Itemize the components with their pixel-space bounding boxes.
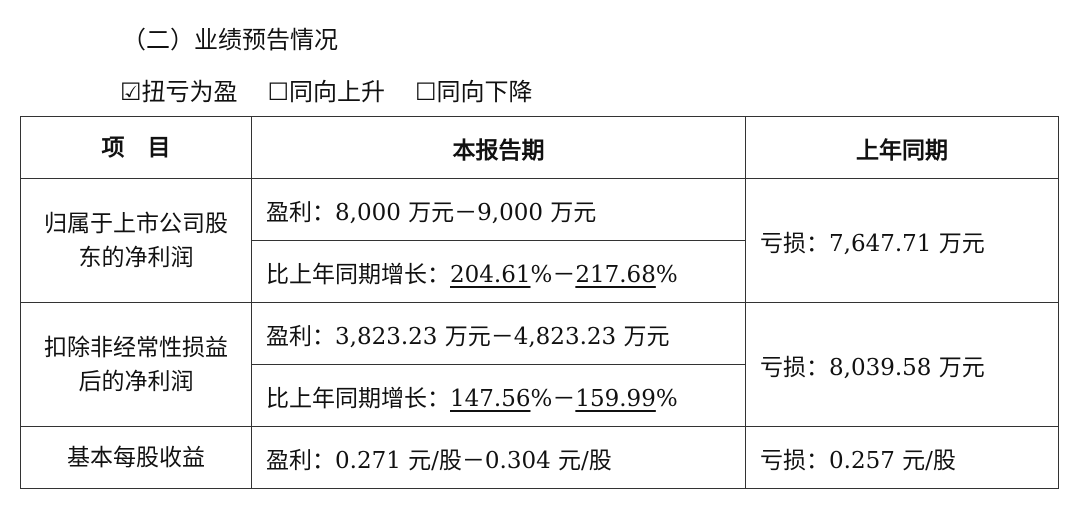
- option-increase[interactable]: ☐同向上升: [267, 78, 386, 106]
- header-current: 本报告期: [251, 116, 746, 179]
- row-prior: 亏损：7,647.71 万元: [745, 178, 1059, 303]
- forecast-table: 项 目 本报告期 上年同期 归属于上市公司股东的净利润 盈利：8,000 万元－…: [20, 116, 1059, 489]
- row-profit: 盈利：3,823.23 万元－4,823.23 万元: [251, 302, 746, 365]
- table-row: 比上年同期增长：204.61%－217.68%: [21, 240, 1059, 303]
- row-growth: 比上年同期增长：204.61%－217.68%: [251, 240, 746, 303]
- row-item: 归属于上市公司股东的净利润: [20, 178, 252, 303]
- option-decrease[interactable]: ☐同向下降: [415, 78, 533, 106]
- row-prior: 亏损：0.257 元/股: [745, 426, 1059, 489]
- row-prior: 亏损：8,039.58 万元: [745, 302, 1059, 427]
- row-item: 扣除非经常性损益后的净利润: [20, 302, 252, 427]
- forecast-type-options: ☑扭亏为盈 ☐同向上升 ☐同向下降: [120, 72, 533, 107]
- section-title: （二）业绩预告情况: [122, 26, 338, 54]
- row-growth: 比上年同期增长：147.56%－159.99%: [251, 364, 746, 427]
- table-row: 归属于上市公司股东的净利润 盈利：8,000 万元－9,000 万元 亏损：7,…: [20, 178, 1059, 303]
- row-profit: 盈利：8,000 万元－9,000 万元: [251, 178, 746, 241]
- row-item: 基本每股收益: [20, 426, 252, 489]
- row-profit: 盈利：0.271 元/股－0.304 元/股: [251, 426, 746, 489]
- table-row: 扣除非经常性损益后的净利润 盈利：3,823.23 万元－4,823.23 万元…: [20, 302, 1059, 427]
- header-prior: 上年同期: [745, 116, 1059, 179]
- table-header: 项 目 本报告期 上年同期: [20, 116, 1059, 179]
- table-row: 比上年同期增长：147.56%－159.99%: [21, 364, 1059, 427]
- option-turnaround[interactable]: ☑扭亏为盈: [120, 78, 238, 106]
- header-item: 项 目: [20, 116, 252, 179]
- table-row: 基本每股收益 盈利：0.271 元/股－0.304 元/股 亏损：0.257 元…: [20, 426, 1059, 489]
